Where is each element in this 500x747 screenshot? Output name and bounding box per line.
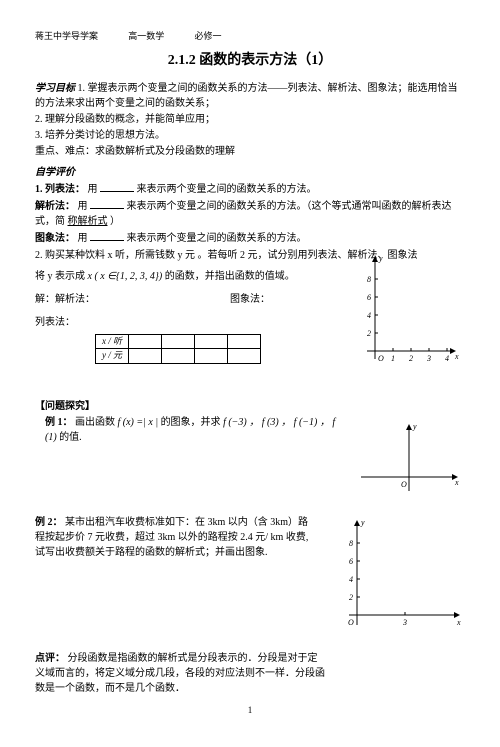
goal-4: 重点、难点：求函数解析式及分段函数的理解 [35,144,465,159]
expr: x ( x ∈{1, 2, 3, 4}) [88,271,163,282]
svg-text:4: 4 [349,575,353,584]
graph-3: 3 2 4 6 8 O x y [335,515,465,635]
svg-text:1: 1 [391,354,395,363]
cell [129,334,162,349]
method-list: 1. 列表法： 用 来表示两个变量之间的函数关系的方法。 [35,181,465,197]
expr: f (x) =| x | [118,417,159,428]
svg-text:3: 3 [426,354,431,363]
tuxiang-label: 图象法： [35,233,75,244]
svg-text:8: 8 [367,275,371,284]
goal-1: 1. 掌握表示两个变量之间的函数关系的方法——列表法、解析法、图象法；能选用恰当… [35,83,458,109]
svg-text:x: x [454,478,459,487]
text: 用 [78,233,88,244]
cell [228,349,261,364]
text: 将 y 表示成 [35,271,85,282]
svg-text:O: O [378,354,384,363]
blank-2 [90,198,124,209]
book: 必修一 [195,31,222,41]
method-jiexi: 解析法： 用 来表示两个变量之间的函数关系的方法。（这个等式通常叫函数的解析表达… [35,198,465,229]
cell [162,349,195,364]
example-2: 例 2： 某市出租汽车收费标准如下：在 3km 以内（含 3km）路程按起步价 … [35,515,315,560]
explore-label: 【问题探究】 [35,399,465,414]
jiexi-label: 解析法： [35,201,75,212]
ans-jiexi: 解：解析法： [35,294,95,305]
blank-3 [90,230,124,241]
data-table: x / 听 y / 元 [95,334,261,364]
ans-tuxiang: 图象法： [230,294,270,305]
text: 用 [88,184,98,195]
school: 蒋王中学导学案 [35,31,98,41]
svg-text:4: 4 [445,354,449,363]
example-1: 例 1： 画出函数 f (x) =| x | 的图象，并求 f (−3) ， f… [45,415,345,445]
liebiao-label: 1. 列表法： [35,184,85,195]
cell: y / 元 [96,349,129,364]
svg-text:2: 2 [367,329,371,338]
method-tuxiang: 图象法： 用 来表示两个变量之间的函数关系的方法。 [35,230,465,246]
svg-text:O: O [348,618,354,627]
goal-3: 3. 培养分类讨论的思想方法。 [35,128,465,143]
svg-text:2: 2 [349,593,353,602]
text: 用 [78,201,88,212]
cell [129,349,162,364]
svg-text:8: 8 [349,539,353,548]
text: 画出函数 [75,417,115,428]
comment-label: 点评： [35,653,65,664]
svg-text:4: 4 [367,311,371,320]
text: 的函数，并指出函数的值域。 [165,271,295,282]
goals-label: 学习目标 [35,83,75,94]
graph-1: 1 2 3 4 2 4 6 8 O x y [355,251,465,371]
selfeval-label: 自学评价 [35,167,75,178]
svg-text:y: y [360,518,365,527]
cell [195,349,228,364]
svg-text:x: x [454,352,459,361]
goal-2: 2. 理解分段函数的概念，并能简单应用； [35,112,465,127]
svg-text:x: x [456,618,461,627]
text: 来表示两个变量之间的函数关系的方法。 [137,184,317,195]
ex2-label: 例 2： [35,517,63,528]
page-title: 2.1.2 函数的表示方法（1） [35,50,465,71]
grade: 高一数学 [128,31,164,41]
text: 来表示两个变量之间的函数关系的方法。 [127,233,307,244]
goals-block: 学习目标 1. 掌握表示两个变量之间的函数关系的方法——列表法、解析法、图象法；… [35,81,465,111]
comment-text: 分段函数是指函数的解析式是分段表示的．分段是对于定义域而言的，将定义域分成几段，… [35,653,325,694]
graph-2: O x y [355,419,465,499]
cell [228,334,261,349]
text: ） [110,216,120,227]
ex2-text: 某市出租汽车收费标准如下：在 3km 以内（含 3km）路程按起步价 7 元收费… [35,517,308,558]
ex1-label: 例 1： [45,417,73,428]
jiexishi: 称解析式 [68,216,108,227]
cell: x / 听 [96,334,129,349]
table-row: x / 听 [96,334,261,349]
page-header: 蒋王中学导学案 高一数学 必修一 [35,30,465,44]
cell [195,334,228,349]
svg-text:2: 2 [409,354,413,363]
comment-block: 点评： 分段函数是指函数的解析式是分段表示的．分段是对于定义域而言的，将定义域分… [35,651,325,696]
table-row: y / 元 [96,349,261,364]
blank-1 [100,181,134,192]
cell [162,334,195,349]
svg-text:O: O [401,480,407,489]
svg-text:3: 3 [402,618,407,627]
svg-text:6: 6 [367,293,371,302]
svg-text:y: y [378,254,383,263]
svg-text:6: 6 [349,557,353,566]
text: 的值. [59,432,82,443]
svg-text:y: y [412,422,417,431]
text: 的图象，并求 [161,417,221,428]
